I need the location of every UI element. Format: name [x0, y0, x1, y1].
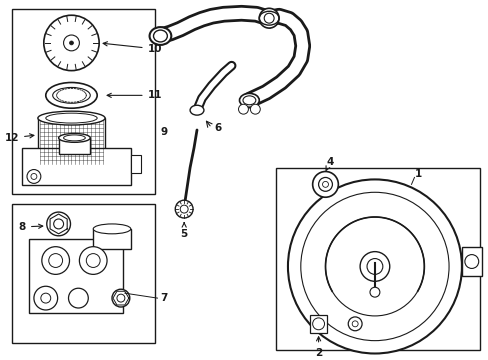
Bar: [12, 204, 154, 343]
Circle shape: [42, 247, 69, 274]
Circle shape: [31, 174, 37, 179]
Ellipse shape: [239, 93, 259, 107]
Ellipse shape: [46, 82, 97, 108]
Circle shape: [41, 293, 51, 303]
Circle shape: [347, 317, 361, 331]
Ellipse shape: [53, 87, 90, 103]
Text: 5: 5: [180, 223, 187, 239]
Circle shape: [79, 247, 107, 274]
Circle shape: [359, 252, 389, 281]
Circle shape: [259, 8, 279, 28]
Circle shape: [351, 321, 357, 327]
Circle shape: [175, 200, 193, 218]
Ellipse shape: [153, 30, 167, 42]
Circle shape: [369, 287, 379, 297]
Bar: [12, 9, 154, 194]
Circle shape: [312, 318, 324, 330]
Circle shape: [49, 253, 62, 267]
Text: 12: 12: [4, 133, 34, 143]
Text: 3: 3: [269, 14, 279, 28]
Ellipse shape: [46, 113, 97, 123]
Circle shape: [54, 219, 63, 229]
Circle shape: [287, 179, 461, 354]
Bar: [38, 118, 105, 166]
Circle shape: [366, 258, 382, 274]
Circle shape: [238, 104, 248, 114]
Text: 2: 2: [314, 337, 322, 357]
Text: 11: 11: [107, 90, 162, 100]
Circle shape: [69, 41, 73, 45]
Text: 4: 4: [325, 157, 333, 170]
Text: 8: 8: [19, 222, 42, 232]
Text: 7: 7: [160, 293, 167, 303]
Bar: [461, 247, 481, 276]
Bar: [309, 315, 327, 333]
Circle shape: [464, 255, 478, 269]
Circle shape: [312, 171, 338, 197]
Circle shape: [322, 181, 328, 187]
Ellipse shape: [149, 27, 171, 45]
Circle shape: [86, 253, 100, 267]
Ellipse shape: [93, 224, 130, 234]
Circle shape: [264, 13, 274, 23]
Ellipse shape: [63, 135, 85, 141]
Circle shape: [112, 289, 129, 307]
Ellipse shape: [38, 111, 105, 125]
Circle shape: [318, 177, 332, 191]
Circle shape: [47, 212, 70, 236]
Circle shape: [117, 294, 124, 302]
Circle shape: [180, 205, 188, 213]
Bar: [22, 148, 130, 185]
Bar: [59, 138, 90, 154]
Text: 10: 10: [103, 42, 162, 54]
Circle shape: [68, 288, 88, 308]
Circle shape: [34, 286, 58, 310]
Bar: [130, 155, 141, 172]
Circle shape: [27, 170, 41, 183]
Ellipse shape: [243, 96, 255, 105]
Text: 9: 9: [160, 127, 167, 137]
Circle shape: [63, 35, 79, 51]
Circle shape: [44, 15, 99, 71]
Bar: [29, 239, 122, 313]
Bar: [93, 229, 130, 249]
Circle shape: [250, 104, 260, 114]
Ellipse shape: [190, 105, 203, 115]
Ellipse shape: [59, 134, 90, 142]
Text: 6: 6: [214, 123, 222, 133]
Bar: [276, 167, 479, 350]
Text: 1: 1: [414, 170, 421, 180]
